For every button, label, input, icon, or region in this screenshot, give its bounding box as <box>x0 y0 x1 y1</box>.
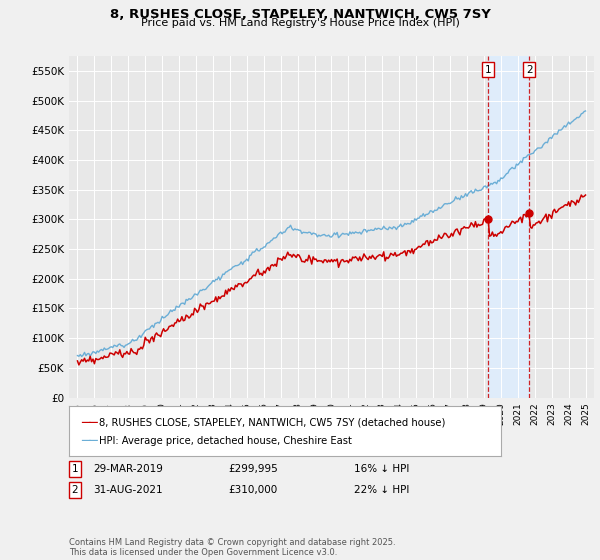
Text: 2: 2 <box>71 485 79 495</box>
Text: Contains HM Land Registry data © Crown copyright and database right 2025.
This d: Contains HM Land Registry data © Crown c… <box>69 538 395 557</box>
Text: £299,995: £299,995 <box>228 464 278 474</box>
Text: 31-AUG-2021: 31-AUG-2021 <box>93 485 163 495</box>
Text: 22% ↓ HPI: 22% ↓ HPI <box>354 485 409 495</box>
Bar <box>488 56 529 398</box>
Text: 2: 2 <box>526 64 532 74</box>
Text: 1: 1 <box>71 464 79 474</box>
Text: 8, RUSHES CLOSE, STAPELEY, NANTWICH, CW5 7SY (detached house): 8, RUSHES CLOSE, STAPELEY, NANTWICH, CW5… <box>99 418 445 428</box>
Text: ──: ── <box>81 416 98 430</box>
Text: 8, RUSHES CLOSE, STAPELEY, NANTWICH, CW5 7SY: 8, RUSHES CLOSE, STAPELEY, NANTWICH, CW5… <box>110 8 490 21</box>
Text: 29-MAR-2019: 29-MAR-2019 <box>93 464 163 474</box>
Text: Price paid vs. HM Land Registry's House Price Index (HPI): Price paid vs. HM Land Registry's House … <box>140 18 460 29</box>
Text: £310,000: £310,000 <box>228 485 277 495</box>
Text: HPI: Average price, detached house, Cheshire East: HPI: Average price, detached house, Ches… <box>99 436 352 446</box>
Text: 16% ↓ HPI: 16% ↓ HPI <box>354 464 409 474</box>
Text: 1: 1 <box>485 64 491 74</box>
Text: ──: ── <box>81 433 98 448</box>
